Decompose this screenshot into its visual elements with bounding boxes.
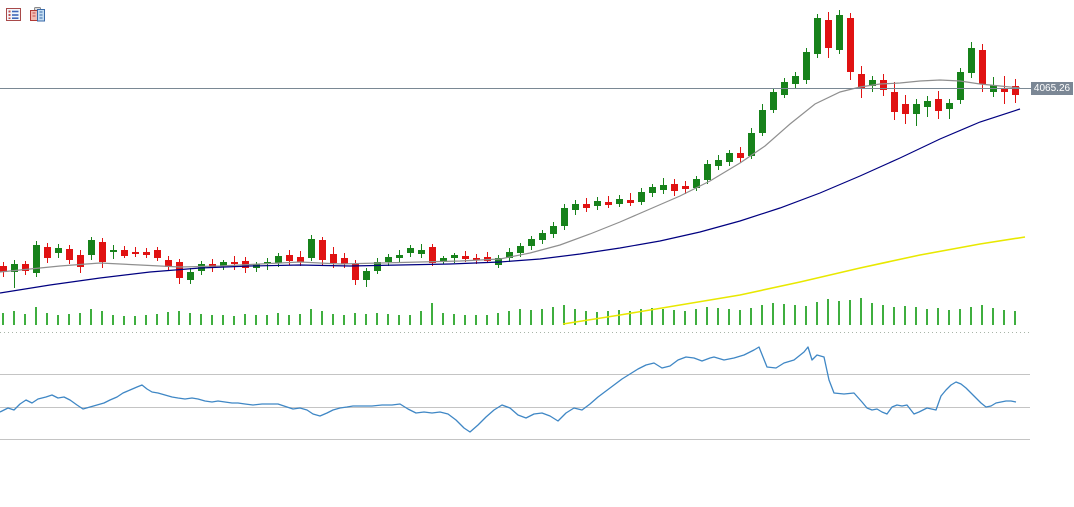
lower-panel-gridlines xyxy=(0,374,1030,440)
chart-view-icon[interactable] xyxy=(30,7,46,23)
toolbar xyxy=(6,7,46,23)
long-ma-line xyxy=(562,236,1026,325)
candles-layer xyxy=(0,10,1019,288)
indicator-line xyxy=(0,346,1017,433)
short-ma-line xyxy=(0,79,1021,273)
mid-ma-line xyxy=(0,108,1021,294)
quote-list-icon[interactable] xyxy=(6,7,22,23)
price-line-label: 4065.26 xyxy=(1031,82,1073,95)
volume-bars xyxy=(2,298,1016,325)
